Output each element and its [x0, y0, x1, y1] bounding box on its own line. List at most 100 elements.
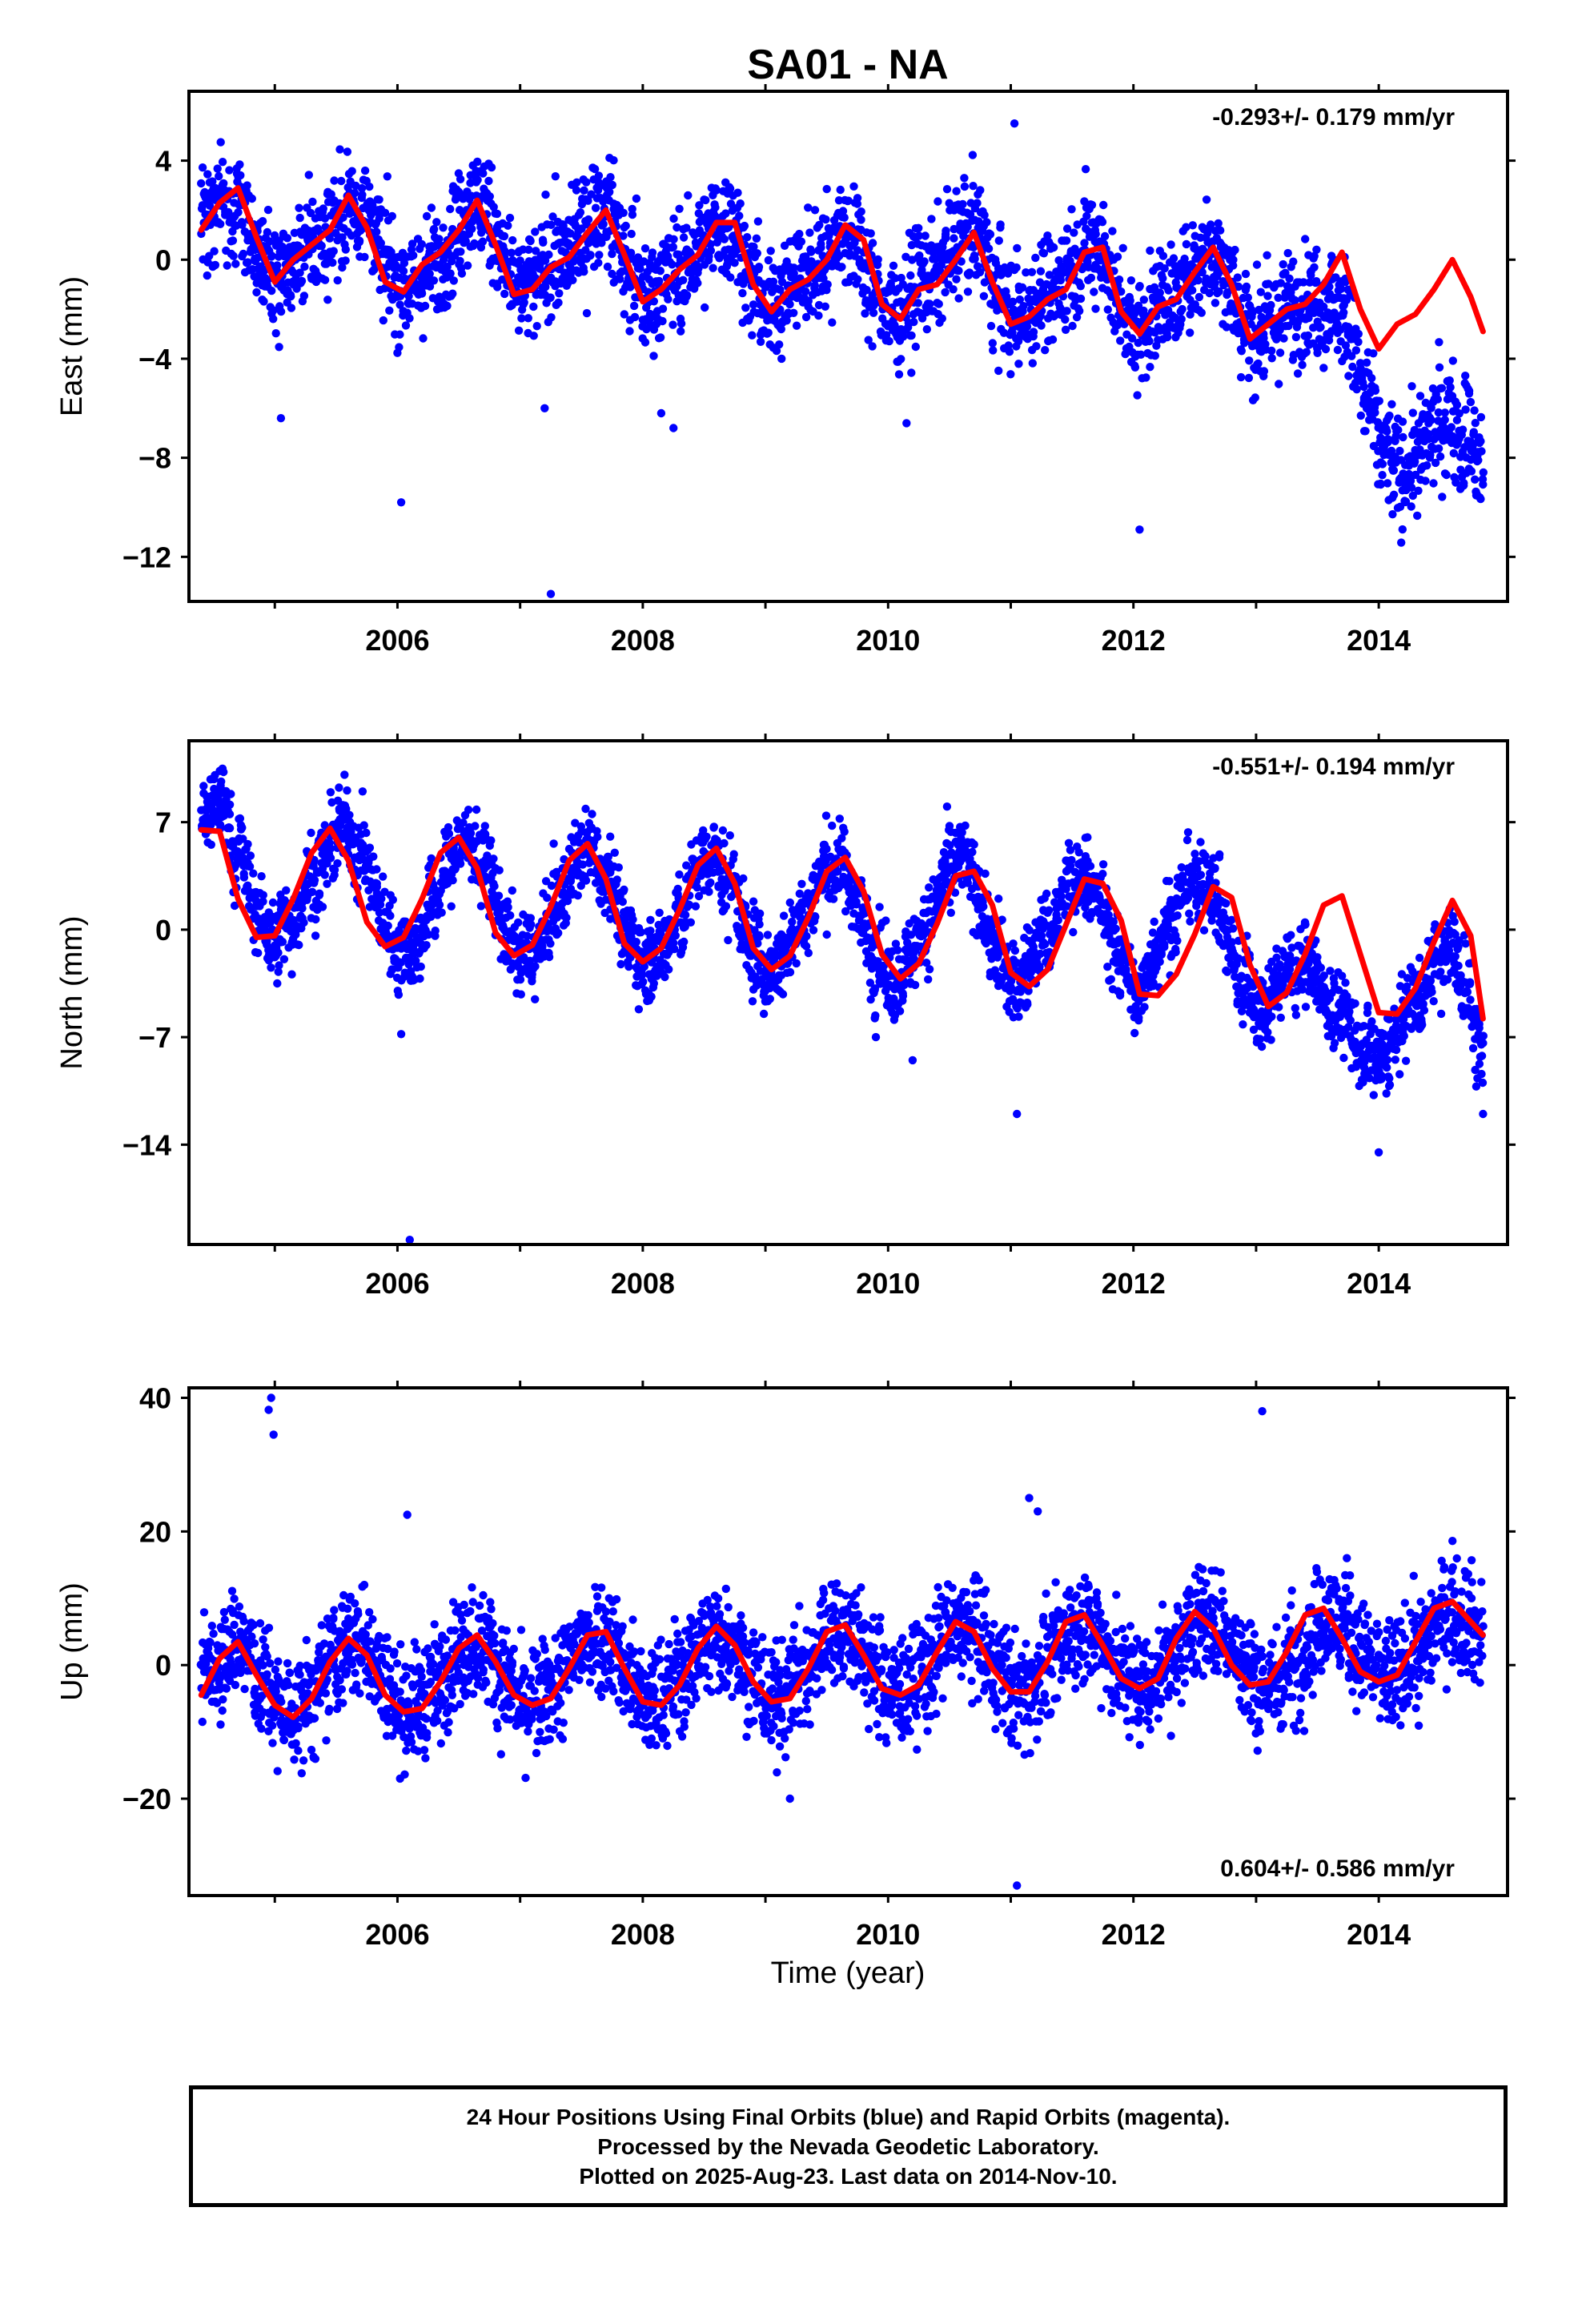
data-point [257, 872, 266, 881]
data-point [718, 826, 728, 835]
data-point [1014, 360, 1023, 368]
data-point [360, 252, 369, 262]
data-point [1425, 453, 1435, 462]
data-point [920, 257, 929, 266]
data-point [782, 316, 791, 325]
data-point [815, 220, 824, 230]
data-point [670, 944, 679, 954]
data-point [626, 248, 636, 257]
data-point [871, 1011, 880, 1020]
data-point [671, 931, 680, 940]
data-point [275, 343, 283, 352]
data-point [976, 186, 985, 195]
data-point [694, 264, 703, 273]
data-point [840, 827, 849, 836]
data-point [216, 138, 225, 147]
data-point [924, 975, 933, 984]
data-point [238, 220, 247, 229]
data-point [425, 269, 434, 279]
data-point [1158, 251, 1168, 260]
data-point [634, 1005, 644, 1014]
data-point [419, 334, 428, 343]
data-point [604, 852, 612, 862]
data-point [726, 273, 735, 282]
data-point [1351, 346, 1361, 355]
data-point [405, 314, 414, 323]
data-point [639, 977, 648, 987]
data-point [265, 237, 274, 246]
data-point [619, 231, 628, 240]
data-point [1276, 279, 1286, 287]
data-point [306, 208, 315, 218]
data-point [333, 275, 342, 285]
data-point [310, 875, 319, 885]
data-point [1155, 288, 1165, 297]
data-point [914, 223, 923, 232]
data-point [1378, 460, 1387, 468]
data-point [424, 930, 433, 939]
data-point [1283, 248, 1292, 258]
data-point [492, 209, 502, 219]
data-point [330, 176, 339, 185]
data-point [1319, 336, 1327, 345]
data-point [1139, 296, 1149, 304]
data-point [821, 811, 831, 820]
data-point [551, 172, 560, 181]
data-point [989, 346, 998, 355]
data-point [733, 188, 742, 197]
y-tick-label: 4 [155, 145, 171, 178]
data-point [539, 238, 548, 247]
data-point [656, 929, 665, 938]
data-point [263, 205, 273, 215]
data-point [329, 247, 338, 255]
data-point [343, 147, 352, 156]
data-point [489, 854, 498, 863]
data-point [1022, 268, 1030, 277]
data-point [988, 339, 998, 348]
data-point [630, 312, 640, 322]
data-point [383, 172, 391, 181]
data-point [1399, 432, 1407, 442]
data-point [1198, 267, 1207, 277]
data-point [1325, 282, 1334, 292]
data-point [500, 231, 509, 241]
data-point [372, 865, 381, 874]
data-point [1252, 260, 1262, 269]
data-point [311, 915, 320, 924]
data-point [582, 308, 592, 318]
data-point [795, 229, 804, 239]
data-point [552, 867, 561, 877]
data-point [243, 839, 252, 849]
data-point [1037, 321, 1046, 330]
data-point [1447, 423, 1456, 432]
data-point [765, 995, 774, 1003]
data-point [287, 304, 296, 312]
data-point [730, 259, 739, 267]
data-point [764, 328, 773, 337]
x-tick-label: 2012 [1102, 624, 1166, 657]
data-point [931, 255, 941, 263]
data-point [425, 282, 435, 291]
data-point [618, 897, 627, 907]
data-point [446, 269, 455, 278]
data-point [664, 295, 673, 304]
data-point [1087, 200, 1097, 210]
data-point [1160, 264, 1169, 273]
data-point [588, 810, 596, 818]
data-point [1236, 372, 1246, 382]
data-point [239, 869, 248, 879]
data-point [1389, 466, 1399, 475]
data-point [705, 887, 713, 896]
data-point [422, 211, 432, 221]
data-point [913, 299, 923, 308]
data-point [1434, 408, 1443, 417]
data-point [1146, 363, 1154, 372]
data-point [921, 231, 930, 240]
data-point [720, 235, 729, 243]
data-point [508, 235, 517, 245]
data-point [785, 898, 794, 907]
data-point [1352, 385, 1361, 394]
data-point [1407, 502, 1415, 511]
data-point [282, 886, 291, 895]
